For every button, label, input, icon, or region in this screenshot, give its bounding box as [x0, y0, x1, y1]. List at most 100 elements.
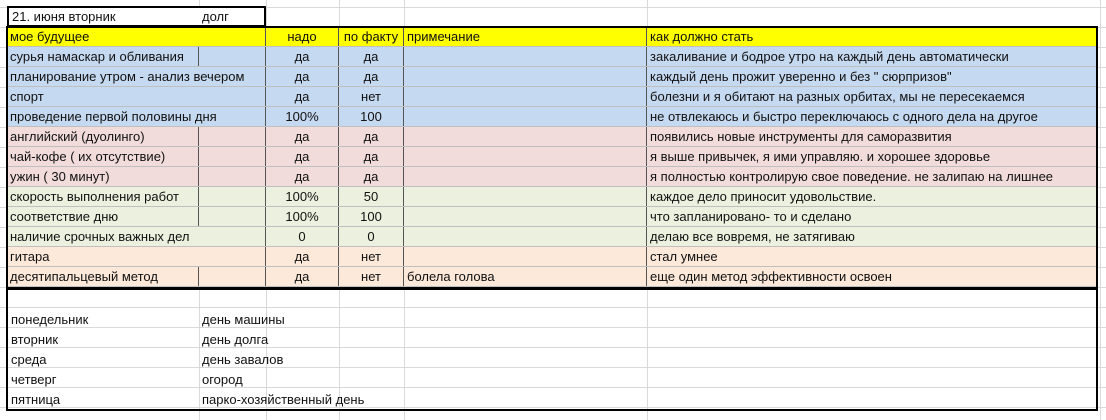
weekday-theme[interactable]: день долга [202, 332, 269, 347]
cell-goal[interactable]: я выше привычек, я ими управляю. и хорош… [650, 149, 991, 164]
header-fact[interactable]: по факту [339, 27, 404, 46]
cell-habit[interactable]: проведение первой половины дня [10, 109, 217, 124]
header-future[interactable]: мое будущее [10, 29, 90, 44]
cell-habit[interactable]: соответствие дню [7, 207, 199, 226]
table-row: спорт да нет болезни и я обитают на разных … [7, 87, 1097, 107]
cell-fact[interactable]: 100 [339, 207, 404, 226]
weekday-row: среда день завалов [8, 350, 283, 370]
cell-note[interactable] [404, 107, 647, 126]
header-row: мое будущее надо по факту примечание как… [7, 27, 1097, 47]
cell-empty[interactable] [199, 227, 266, 246]
cell-fact[interactable]: 0 [339, 227, 404, 246]
cell-fact[interactable]: да [339, 167, 404, 186]
cell-goal[interactable]: стал умнее [650, 249, 718, 264]
cell-note[interactable] [404, 87, 647, 106]
cell-empty[interactable] [199, 207, 266, 226]
cell-note[interactable] [404, 227, 647, 246]
weekday-name[interactable]: понедельник [11, 312, 89, 327]
cell-goal[interactable]: еще один метод эффективности освоен [650, 269, 892, 284]
cell-goal[interactable]: не отвлекаюсь и быстро переключаюсь с од… [650, 109, 1038, 124]
cell-goal[interactable]: каждое дело приносит удовольствие. [650, 189, 877, 204]
cell-goal[interactable]: появились новые инструменты для саморазв… [650, 129, 952, 144]
cell-goal[interactable]: делаю все вовремя, не затягиваю [650, 229, 855, 244]
header-empty[interactable] [199, 27, 266, 46]
cell-fact[interactable]: да [339, 67, 404, 86]
cell-goal[interactable]: что запланировано- то и сделано [650, 209, 852, 224]
weekday-themes-box [6, 288, 1098, 411]
cell-empty[interactable] [199, 247, 266, 266]
cell-need[interactable]: 0 [266, 227, 339, 246]
cell-need[interactable]: 100% [266, 207, 339, 226]
weekday-row: четверг огород [8, 370, 243, 390]
cell-need[interactable]: 100% [266, 187, 339, 206]
cell-habit[interactable]: чай-кофе ( их отсутствие) [7, 147, 199, 166]
cell-note[interactable] [404, 147, 647, 166]
weekday-name[interactable]: вторник [11, 332, 59, 347]
cell-fact[interactable]: да [339, 147, 404, 166]
cell-empty[interactable] [199, 147, 266, 166]
cell-goal[interactable]: я полностью контролирую свое поведение. … [650, 169, 1054, 184]
cell-need[interactable]: да [266, 67, 339, 86]
cell-empty[interactable] [199, 127, 266, 146]
cell-fact[interactable]: 50 [339, 187, 404, 206]
cell-note[interactable] [404, 167, 647, 186]
cell-fact[interactable]: 100 [339, 107, 404, 126]
cell-habit[interactable]: ужин ( 30 минут) [7, 167, 199, 186]
cell-need[interactable]: да [266, 167, 339, 186]
cell-need[interactable]: да [266, 87, 339, 106]
header-note[interactable]: примечание [404, 27, 647, 46]
cell-fact[interactable]: нет [339, 87, 404, 106]
cell-empty[interactable] [199, 47, 266, 66]
weekday-theme[interactable]: огород [202, 372, 243, 387]
cell-habit[interactable]: десятипальцевый метод [7, 267, 199, 286]
weekday-theme[interactable]: парко-хозяйственный день [202, 392, 365, 407]
cell-need[interactable]: да [266, 47, 339, 66]
cell-habit[interactable]: английский (дуолинго) [7, 127, 199, 146]
cell-habit[interactable]: скорость выполнения работ [7, 187, 199, 206]
table-row: проведение первой половины дня 100% 100 не … [7, 107, 1097, 127]
cell-empty[interactable] [199, 67, 266, 86]
cell-note[interactable] [404, 187, 647, 206]
cell-habit[interactable]: сурья намаскар и обливания [7, 47, 199, 66]
cell-note[interactable] [404, 127, 647, 146]
cell-note[interactable] [404, 207, 647, 226]
cell-habit[interactable]: наличие срочных важных дел [10, 229, 190, 244]
cell-empty[interactable] [199, 187, 266, 206]
cell-goal[interactable]: каждый день прожит уверенно и без " сюрп… [650, 69, 952, 84]
cell-fact[interactable]: да [339, 127, 404, 146]
table-row: чай-кофе ( их отсутствие) да да я выше прив… [7, 147, 1097, 167]
cell-need[interactable]: да [266, 267, 339, 286]
cell-note[interactable] [404, 67, 647, 86]
cell-note[interactable]: болела голова [404, 267, 647, 286]
cell-fact[interactable]: да [339, 47, 404, 66]
cell-fact[interactable]: нет [339, 267, 404, 286]
weekday-theme[interactable]: день машины [202, 312, 285, 327]
cell-need[interactable]: 100% [266, 107, 339, 126]
weekday-name[interactable]: четверг [11, 372, 57, 387]
weekday-name[interactable]: пятница [11, 392, 61, 407]
cell-empty[interactable] [199, 267, 266, 286]
cell-need[interactable]: да [266, 247, 339, 266]
cell-note[interactable] [404, 247, 647, 266]
cell-empty[interactable] [199, 107, 266, 126]
cell-goal[interactable]: болезни и я обитают на разных орбитах, м… [650, 89, 1025, 104]
table-row: сурья намаскар и обливания да да закаливани… [7, 47, 1097, 67]
header-need[interactable]: надо [266, 27, 339, 46]
cell-fact[interactable]: нет [339, 247, 404, 266]
cell-need[interactable]: да [266, 147, 339, 166]
cell-habit[interactable]: спорт [10, 89, 44, 104]
cell-habit[interactable]: гитара [10, 249, 50, 264]
weekday-name[interactable]: среда [11, 352, 47, 367]
cell-need[interactable]: да [266, 127, 339, 146]
cell-note[interactable] [404, 47, 647, 66]
cell-empty[interactable] [199, 167, 266, 186]
cell-habit[interactable]: планирование утром - анализ вечером [10, 69, 245, 84]
weekday-row: понедельник день машины [8, 310, 285, 330]
table-row: соответствие дню 100% 100 что запланировано… [7, 207, 1097, 227]
cell-goal[interactable]: закаливание и бодрое утро на каждый день… [650, 49, 1009, 64]
weekday-theme[interactable]: день завалов [202, 352, 284, 367]
header-goal[interactable]: как должно стать [650, 29, 754, 44]
date-cell[interactable]: 21. июня вторник долг [7, 6, 266, 27]
cell-empty[interactable] [199, 87, 266, 106]
table-row: планирование утром - анализ вечером да да к… [7, 67, 1097, 87]
